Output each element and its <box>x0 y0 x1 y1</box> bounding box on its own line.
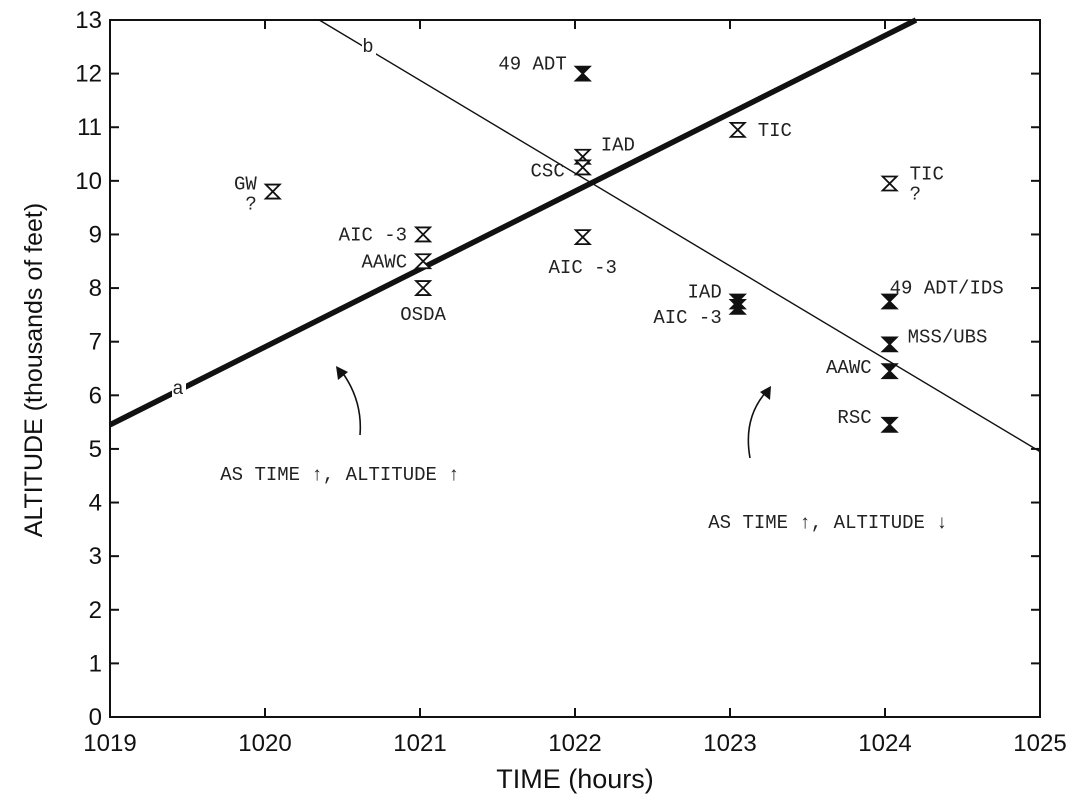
point-marker <box>573 229 592 246</box>
trend-lines: ab <box>108 17 1041 453</box>
point-marker <box>573 65 592 82</box>
line-label-bg <box>362 37 376 55</box>
annotation-1: AS TIME ↑, ALTITUDE ↑ <box>220 464 459 486</box>
y-axis-label: ALTITUDE (thousands of feet) <box>20 203 48 537</box>
point-label: IAD <box>688 281 722 303</box>
x-tick-label: 1022 <box>548 730 601 757</box>
point-label: AAWC <box>361 251 407 273</box>
y-tick-label: 5 <box>89 436 102 463</box>
point-label: RSC <box>837 407 871 429</box>
trend-line-b <box>318 19 1041 453</box>
annotation-2: AS TIME ↑, ALTITUDE ↓ <box>708 512 947 534</box>
point-label: 49 ADT <box>498 54 566 76</box>
point-label: AAWC <box>826 357 872 379</box>
point-label: TIC <box>758 120 792 142</box>
x-tick-label: 1020 <box>238 730 291 757</box>
y-tick-label: 12 <box>75 61 102 88</box>
annotations: AS TIME ↑, ALTITUDE ↑ AS TIME ↑, ALTITUDE… <box>220 366 948 534</box>
y-tick-label: 13 <box>75 7 102 34</box>
arrow-up-right <box>747 391 767 459</box>
point-marker <box>413 280 433 296</box>
arrow-head <box>336 366 348 380</box>
point-marker <box>880 363 899 380</box>
line-label-bg <box>172 379 186 397</box>
line-label-b: b <box>362 36 373 58</box>
line-label-a: a <box>172 378 183 400</box>
point-label: 49 ADT/IDS <box>890 277 1004 299</box>
point-label: AIC -3 <box>339 224 407 246</box>
point-label: OSDA <box>400 304 446 326</box>
y-tick-label: 10 <box>75 168 102 195</box>
y-tick-label: 8 <box>89 275 102 302</box>
point-label: TIC? <box>910 164 944 206</box>
y-tick-label: 7 <box>89 329 102 356</box>
point-marker <box>880 293 899 310</box>
point-label: AIC -3 <box>549 257 617 279</box>
x-tick-label: 1025 <box>1013 730 1066 757</box>
x-tick-label: 1021 <box>393 730 446 757</box>
y-tick-label: 0 <box>89 704 102 731</box>
point-label: MSS/UBS <box>908 326 988 348</box>
y-tick-label: 6 <box>89 382 102 409</box>
x-tick-label: 1019 <box>83 730 136 757</box>
arrow-up-left <box>341 371 362 436</box>
point-marker <box>880 336 899 353</box>
point-marker <box>880 416 899 433</box>
y-tick-label: 2 <box>89 597 102 624</box>
y-tick-label: 11 <box>77 114 102 141</box>
x-axis-label: TIME (hours) <box>496 764 654 794</box>
point-marker <box>728 122 747 138</box>
point-label: GW? <box>234 174 257 216</box>
x-tick-label: 1024 <box>858 730 911 757</box>
point-marker <box>413 253 433 270</box>
x-tick-label: 1023 <box>703 730 756 757</box>
y-tick-label: 9 <box>89 221 102 248</box>
point-marker <box>573 148 592 165</box>
point-marker <box>263 183 282 200</box>
y-tick-label: 1 <box>89 650 102 677</box>
trend-line-a <box>108 17 918 428</box>
point-marker <box>880 175 899 192</box>
y-tick-label: 4 <box>89 490 102 517</box>
point-marker <box>573 159 592 176</box>
y-tick-label: 3 <box>89 543 102 570</box>
point-label: CSC <box>531 160 565 182</box>
data-points: GW ? AIC -3 AAWC OSDA 49 ADT IAD CSC AIC -3 TIC IA… <box>234 54 1004 433</box>
point-label: IAD <box>601 135 635 157</box>
point-marker <box>413 226 433 243</box>
point-marker <box>728 298 747 315</box>
point-label: AIC -3 <box>653 307 721 329</box>
arrow-head <box>760 386 771 400</box>
